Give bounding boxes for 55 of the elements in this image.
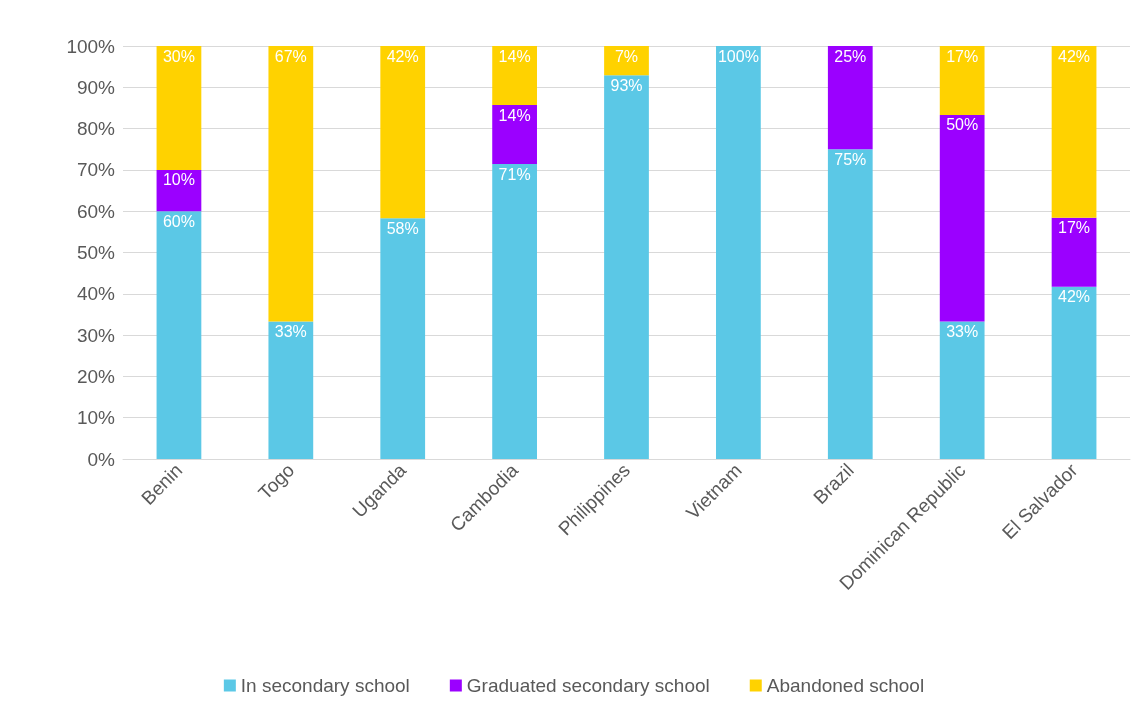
bar — [380, 218, 426, 459]
bar — [156, 211, 202, 459]
y-tick-label: 30% — [76, 324, 116, 346]
y-tick-label: 60% — [76, 200, 116, 222]
x-tick-label: Togo — [254, 459, 299, 504]
data-label: 42% — [1058, 47, 1091, 65]
y-tick-label: 70% — [76, 159, 116, 181]
bar — [492, 164, 537, 459]
y-tick-label: 0% — [87, 448, 116, 470]
data-label: 75% — [834, 150, 867, 168]
bar — [156, 46, 202, 170]
bar — [604, 75, 649, 459]
data-label: 71% — [498, 165, 531, 183]
bar — [1051, 217, 1097, 287]
bar — [268, 46, 314, 322]
y-tick-label: 100% — [66, 35, 116, 57]
legend-label: Graduated secondary school — [466, 675, 710, 696]
data-label: 17% — [946, 47, 979, 65]
data-label: 14% — [498, 106, 531, 124]
bar — [492, 105, 537, 165]
data-label: 58% — [386, 219, 419, 237]
bar — [827, 46, 873, 150]
bar — [268, 321, 314, 459]
bar — [380, 46, 426, 219]
data-label: 42% — [1058, 288, 1091, 306]
bar — [939, 46, 985, 115]
data-label: 50% — [946, 116, 979, 134]
y-tick-label: 80% — [76, 118, 116, 140]
legend-label: In secondary school — [240, 675, 410, 696]
data-label: 67% — [274, 47, 307, 65]
y-tick-label: 50% — [76, 242, 116, 263]
data-label: 42% — [386, 47, 419, 65]
data-label: 93% — [610, 76, 643, 94]
data-label: 7% — [614, 47, 639, 65]
data-label: 14% — [498, 47, 531, 65]
bar — [1051, 286, 1097, 459]
bar — [1051, 46, 1097, 218]
data-label: 33% — [946, 322, 979, 340]
y-tick-label: 10% — [76, 407, 116, 429]
bar — [939, 321, 985, 459]
legend-label: Abandoned school — [766, 675, 925, 696]
y-tick-label: 90% — [76, 76, 116, 98]
data-label: 30% — [162, 47, 195, 65]
data-label: 17% — [1058, 219, 1091, 237]
bar — [939, 114, 985, 322]
bar — [716, 46, 761, 459]
y-tick-label: 20% — [76, 365, 116, 387]
data-label: 100% — [717, 47, 759, 65]
data-label: 25% — [834, 47, 867, 65]
bar — [492, 46, 537, 106]
bar — [827, 149, 873, 459]
y-tick-label: 40% — [76, 283, 116, 305]
data-label: 60% — [162, 212, 195, 230]
data-label: 33% — [274, 322, 307, 340]
data-label: 10% — [162, 171, 195, 189]
